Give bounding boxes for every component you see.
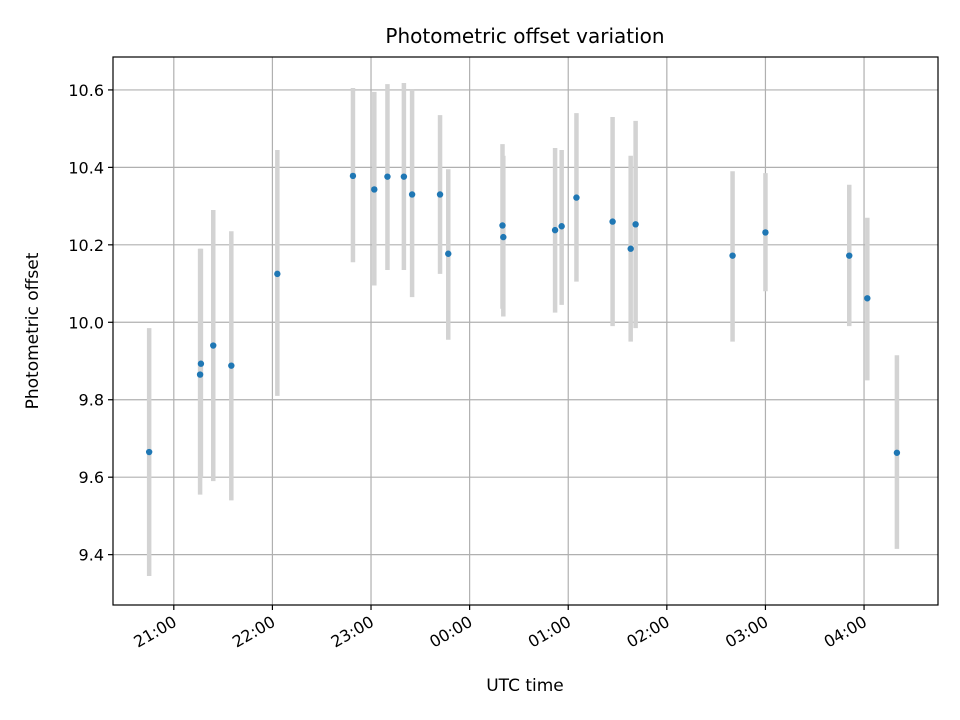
data-point: [846, 252, 853, 259]
data-point: [627, 245, 634, 252]
data-point: [729, 252, 736, 259]
y-tick-label: 10.0: [68, 313, 104, 332]
y-axis-label: Photometric offset: [23, 252, 43, 409]
x-axis-label: UTC time: [486, 676, 564, 696]
data-point: [384, 173, 391, 180]
data-point: [762, 229, 769, 236]
y-tick-label: 10.4: [68, 158, 104, 177]
data-point: [632, 221, 639, 228]
data-point: [864, 295, 871, 302]
grid-lines: [113, 57, 938, 605]
data-point: [274, 270, 281, 278]
data-point: [400, 173, 408, 180]
data-point: [228, 362, 235, 369]
data-point: [445, 250, 452, 257]
y-axis-ticks: 9.4 9.6 9.8 10.0 10.2 10.4 10.6: [68, 81, 113, 565]
data-point: [145, 448, 153, 456]
data-point: [210, 342, 217, 349]
y-tick-label: 9.6: [79, 468, 104, 487]
data-point: [349, 172, 357, 180]
y-tick-label: 10.6: [68, 81, 104, 100]
data-point: [408, 191, 416, 198]
data-point: [197, 360, 205, 367]
data-point: [196, 371, 204, 378]
data-point: [609, 218, 616, 225]
data-point: [500, 233, 507, 241]
data-point: [558, 223, 565, 230]
data-point: [371, 186, 378, 193]
y-tick-label: 9.4: [79, 546, 104, 565]
data-points: [145, 172, 901, 456]
plot-frame: [112, 56, 939, 606]
data-point: [893, 449, 901, 456]
y-tick-label: 9.8: [79, 391, 104, 410]
data-point: [499, 222, 506, 229]
data-point: [436, 191, 444, 198]
data-point: [551, 226, 559, 234]
chart-title: Photometric offset variation: [385, 24, 664, 48]
data-point: [573, 194, 580, 201]
y-tick-label: 10.2: [68, 236, 104, 255]
